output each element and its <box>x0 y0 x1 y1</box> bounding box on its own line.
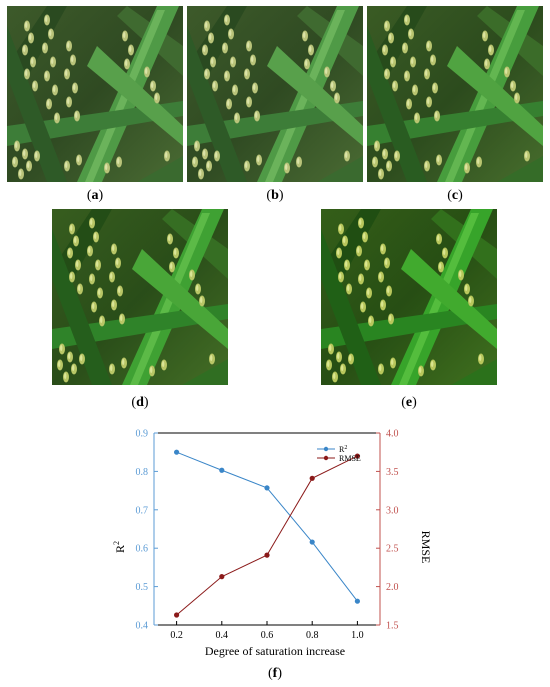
rice-photo-a <box>7 6 183 182</box>
left-axis-label: R2 <box>112 541 127 553</box>
data-point-rmse <box>174 612 180 618</box>
x-axis-label: Degree of saturation increase <box>205 644 345 658</box>
caption-a: (a) <box>86 188 104 203</box>
legend-rmse-label: RMSE <box>339 454 361 463</box>
right-tick-label: 4.0 <box>386 429 399 440</box>
x-tick-label: 0.4 <box>216 630 229 641</box>
legend-r2-marker <box>323 446 329 452</box>
left-tick-label: 0.7 <box>136 505 149 516</box>
data-point-rmse <box>354 453 360 459</box>
data-point-r2 <box>264 485 270 491</box>
data-point-rmse <box>264 552 270 558</box>
series-points <box>174 449 360 618</box>
left-tick-label: 0.4 <box>136 621 149 632</box>
photo-panel-c <box>367 6 543 182</box>
x-tick-label: 0.8 <box>306 630 319 641</box>
data-point-rmse <box>309 475 315 481</box>
chart-legend: R2 RMSE <box>317 445 361 463</box>
saturation-chart: 0.4 0.5 0.6 0.7 0.8 0.9 1.5 2.0 2.5 3.0 3.5 4.0 0.… <box>112 429 432 659</box>
x-axis-ticks: 0.2 0.4 0.6 0.8 1.0 <box>170 621 364 641</box>
x-tick-label: 1.0 <box>351 630 364 641</box>
right-tick-label: 3.5 <box>386 467 399 478</box>
x-tick-label: 0.6 <box>261 630 274 641</box>
x-tick-label: 0.2 <box>170 630 183 641</box>
left-tick-label: 0.8 <box>136 467 149 478</box>
data-point-r2 <box>219 467 225 473</box>
right-axis-label: RMSE <box>419 531 432 564</box>
left-tick-label: 0.5 <box>136 582 149 593</box>
right-axis-ticks: 1.5 2.0 2.5 3.0 3.5 4.0 <box>376 429 399 632</box>
caption-b: (b) <box>266 188 284 203</box>
rice-photo-d <box>52 209 228 385</box>
rice-photo-e <box>321 209 497 385</box>
left-axis-ticks: 0.4 0.5 0.6 0.7 0.8 0.9 <box>136 429 158 632</box>
photo-panel-e <box>321 209 497 385</box>
photo-panel-b <box>187 6 363 182</box>
right-tick-label: 2.0 <box>386 582 399 593</box>
right-tick-label: 2.5 <box>386 544 399 555</box>
photo-panel-a <box>7 6 183 182</box>
data-point-rmse <box>219 574 225 580</box>
data-point-r2 <box>174 449 180 455</box>
photo-panel-d <box>52 209 228 385</box>
rice-photo-c <box>367 6 543 182</box>
left-tick-label: 0.6 <box>136 544 149 555</box>
series-line-r2 <box>176 451 358 602</box>
rice-photo-b <box>187 6 363 182</box>
right-tick-label: 3.0 <box>386 505 399 516</box>
caption-f: (f) <box>267 666 282 681</box>
right-tick-label: 1.5 <box>386 621 399 632</box>
caption-c: (c) <box>447 188 463 203</box>
data-point-r2 <box>354 598 360 604</box>
data-point-r2 <box>309 539 315 545</box>
caption-e: (e) <box>401 395 417 410</box>
series-lines <box>176 451 358 616</box>
legend-r2-label: R2 <box>339 445 347 454</box>
caption-d: (d) <box>131 395 149 410</box>
left-tick-label: 0.9 <box>136 429 149 440</box>
legend-rmse-marker <box>323 455 329 461</box>
series-line-rmse <box>176 455 358 616</box>
